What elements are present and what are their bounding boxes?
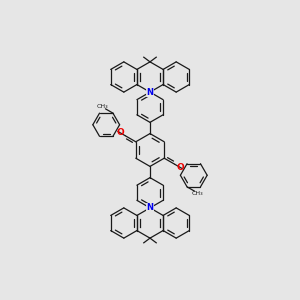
Text: N: N xyxy=(146,88,154,97)
Text: O: O xyxy=(176,163,184,172)
Text: N: N xyxy=(146,203,154,212)
Text: CH₃: CH₃ xyxy=(96,104,108,110)
Text: O: O xyxy=(116,128,124,137)
Text: CH₃: CH₃ xyxy=(192,190,204,196)
